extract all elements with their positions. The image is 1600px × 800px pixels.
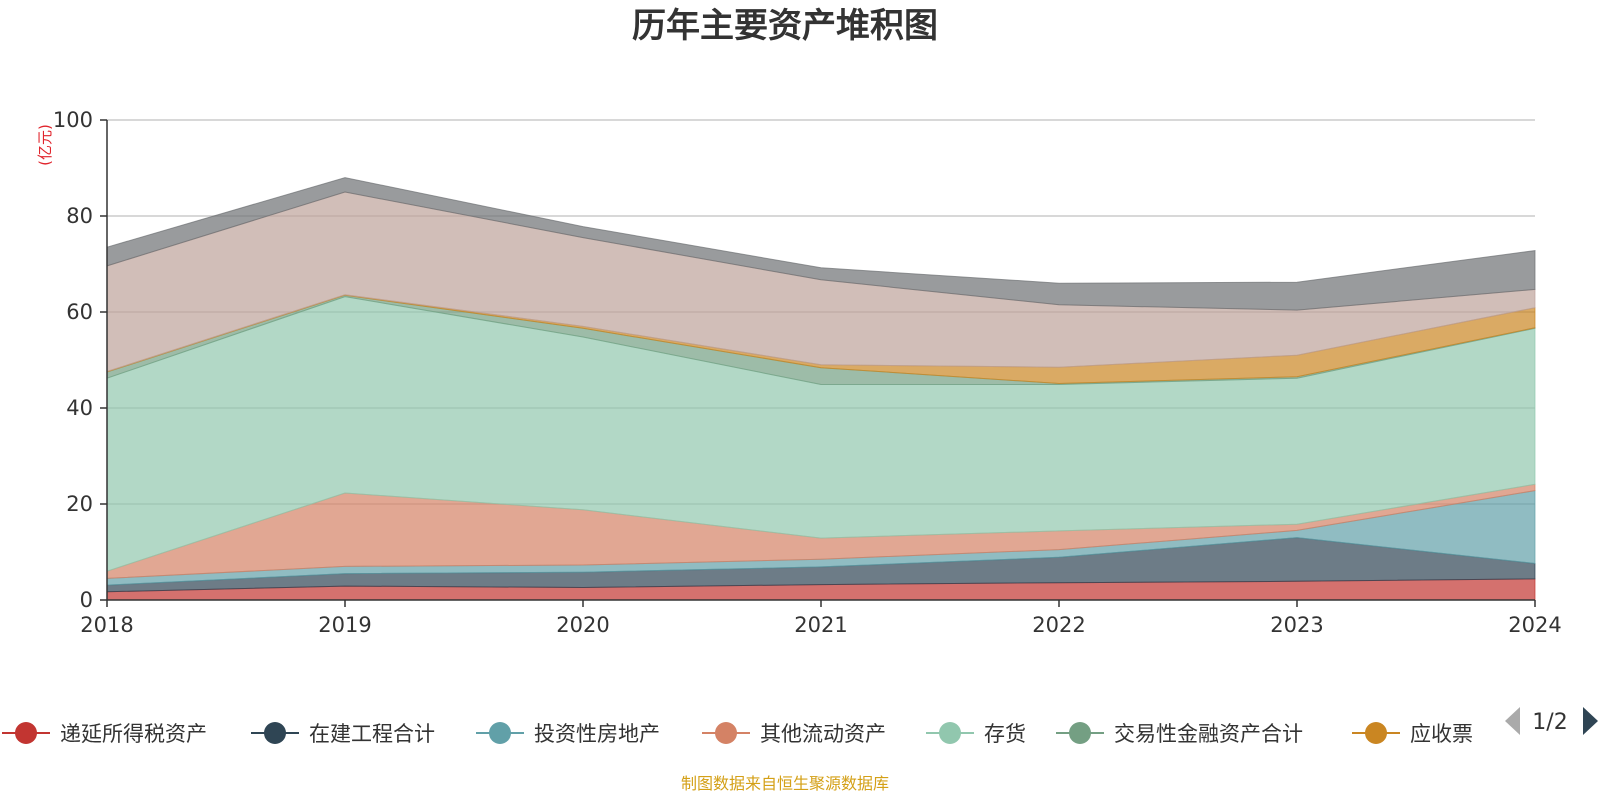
legend-item-2[interactable]: 在建工程合计 [251,722,435,746]
legend-marker-icon [715,722,737,744]
legend-marker-icon [1069,722,1091,744]
y-tick-label: 60 [66,300,93,324]
legend-marker-icon [15,722,37,744]
legend-marker-icon [264,722,286,744]
legend-marker-icon [939,722,961,744]
legend: 递延所得税资产 在建工程合计 投资性房地产 其他流动资产 存货 交易性金融资产合计 应收票 [2,722,1473,746]
legend-label: 应收票 [1410,722,1473,746]
data-source-note: 制图数据来自恒生聚源数据库 [681,774,889,793]
y-tick-label: 40 [66,396,93,420]
legend-label: 交易性金融资产合计 [1114,722,1303,746]
y-tick-label: 20 [66,492,93,516]
x-tick-label: 2023 [1270,613,1323,637]
y-tick-label: 100 [53,108,93,132]
legend-prev-icon[interactable] [1505,707,1520,735]
x-tick-label: 2020 [556,613,609,637]
x-tick-label: 2019 [318,613,371,637]
y-tick-label: 0 [80,588,93,612]
areas [106,177,1536,601]
x-tick-label: 2018 [80,613,133,637]
x-tick-label: 2021 [794,613,847,637]
legend-item-3[interactable]: 投资性房地产 [476,722,660,746]
legend-item-4[interactable]: 其他流动资产 [702,722,886,746]
legend-item-6[interactable]: 交易性金融资产合计 [1056,722,1303,746]
legend-label: 在建工程合计 [309,722,435,746]
legend-label: 递延所得税资产 [60,722,207,746]
legend-label: 存货 [984,722,1026,746]
x-tick-label: 2022 [1032,613,1085,637]
legend-label: 其他流动资产 [760,722,886,746]
legend-item-7[interactable]: 应收票 [1352,722,1473,746]
legend-marker-icon [489,722,511,744]
legend-next-icon[interactable] [1583,707,1598,735]
legend-pager: 1/2 [1505,707,1598,735]
y-unit-label: (亿元) [36,124,54,166]
y-tick-label: 80 [66,204,93,228]
legend-item-5[interactable]: 存货 [926,722,1026,746]
chart-title: 历年主要资产堆积图 [632,6,938,46]
area-series-9 [106,177,1536,311]
legend-marker-icon [1365,722,1387,744]
legend-item-1[interactable]: 递延所得税资产 [2,722,207,746]
x-tick-label: 2024 [1508,613,1561,637]
legend-page-indicator: 1/2 [1532,710,1567,735]
axes: 0 20 40 60 80 100 2018 2019 2020 2021 2022 2023 2024 [53,108,1562,637]
legend-label: 投资性房地产 [534,722,660,746]
